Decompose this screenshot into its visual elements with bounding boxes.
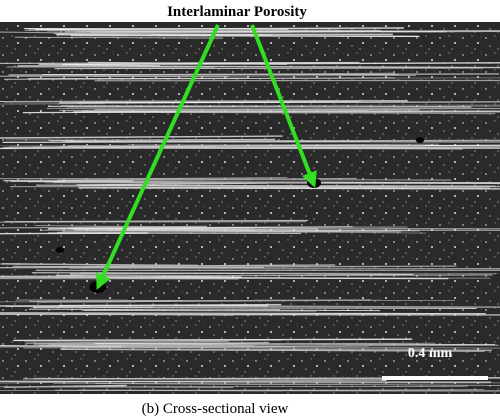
fiber-streak xyxy=(77,185,395,188)
fiber-streak xyxy=(0,135,283,139)
fiber-streak xyxy=(4,219,309,223)
fiber-streak xyxy=(33,306,477,309)
fiber-streak xyxy=(38,343,322,346)
fiber-streak xyxy=(61,346,500,349)
fiber-streak xyxy=(48,105,472,108)
fiber-streak xyxy=(0,274,493,277)
fiber-streak xyxy=(68,143,440,147)
caption: (b) Cross-sectional view xyxy=(142,401,289,417)
arrow xyxy=(250,24,317,188)
fiber-streak xyxy=(69,272,227,275)
fiber-streak xyxy=(0,313,500,316)
fiber-streak xyxy=(60,348,492,352)
fiber-streak xyxy=(97,229,500,231)
fiber-streak xyxy=(0,263,198,267)
arrow xyxy=(96,24,220,290)
fiber-streak xyxy=(53,382,500,384)
scale-label: 0.4 mm xyxy=(408,346,453,361)
fiber-streak xyxy=(59,109,420,111)
fiber-streak xyxy=(28,308,381,312)
fiber-streak xyxy=(0,386,234,388)
fiber-streak xyxy=(0,312,486,315)
fiber-streak xyxy=(23,340,282,343)
fiber-streak xyxy=(0,276,449,280)
fiber-streak xyxy=(14,36,224,39)
fiber-streak xyxy=(76,182,269,186)
fiber-streak xyxy=(22,111,177,114)
micrograph xyxy=(0,22,500,394)
fiber-streak xyxy=(80,271,498,274)
fiber-streak xyxy=(90,313,234,316)
pore xyxy=(55,247,65,253)
fiber-streak xyxy=(0,232,148,235)
fiber-streak xyxy=(75,30,500,33)
fiber-streak xyxy=(13,146,217,150)
fiber-streak xyxy=(13,338,413,342)
fiber-streak xyxy=(23,345,369,349)
fiber-streak xyxy=(78,187,500,190)
fiber-streak xyxy=(94,107,500,111)
fiber-streak xyxy=(26,340,229,344)
fiber-streak xyxy=(95,383,500,386)
fiber-streak xyxy=(65,180,322,184)
fiber-streak xyxy=(76,101,500,104)
fiber-streak xyxy=(0,380,492,383)
fiber-streak xyxy=(34,27,404,31)
fiber-streak xyxy=(34,225,197,228)
pore xyxy=(415,137,425,143)
fiber-streak xyxy=(17,65,500,69)
fiber-streak xyxy=(3,77,395,80)
fiber-streak xyxy=(62,62,500,66)
fiber-streak xyxy=(48,226,353,230)
fiber-streak xyxy=(0,265,457,269)
fiber-streak xyxy=(5,99,379,103)
fiber-streak xyxy=(12,265,192,268)
fiber-streak xyxy=(49,138,276,142)
fiber-streak xyxy=(74,230,401,233)
fiber-streak xyxy=(57,34,420,38)
fiber-streak xyxy=(41,229,420,232)
fiber-streak xyxy=(0,344,122,348)
fiber-streak xyxy=(29,300,183,302)
fiber-streak xyxy=(76,147,463,150)
title: Interlaminar Porosity xyxy=(167,4,307,20)
fiber-streak xyxy=(0,31,152,35)
micrograph-base xyxy=(0,22,500,394)
